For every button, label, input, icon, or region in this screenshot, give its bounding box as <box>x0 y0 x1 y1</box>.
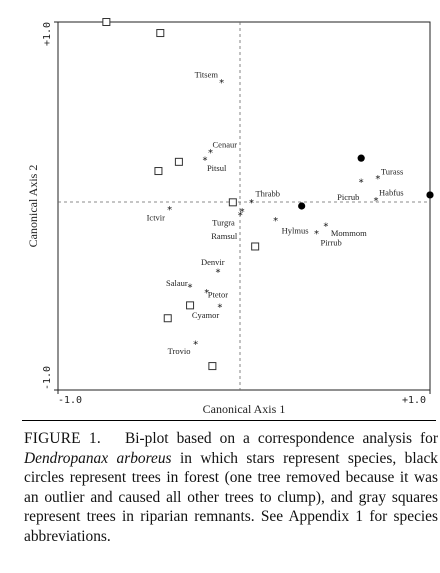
riparian-tree-square <box>186 301 195 310</box>
forest-tree-circle <box>298 202 306 210</box>
riparian-tree-square <box>156 29 165 38</box>
species-star-icon: * <box>314 229 319 240</box>
caption-text-start: Bi-plot based on a correspondence analys… <box>124 430 438 447</box>
species-star-icon: * <box>273 216 278 227</box>
species-label: Cyamor <box>192 310 220 320</box>
caption-species-name: Dendropanax arboreus <box>24 449 172 467</box>
species-star-icon: * <box>217 303 222 314</box>
species-label: Pirrub <box>321 238 342 248</box>
riparian-tree-square <box>102 18 111 26</box>
forest-tree-circle <box>357 154 365 162</box>
species-star-icon: * <box>208 148 213 159</box>
x-tick-label: -1.0 <box>58 395 82 406</box>
species-label: Ictvir <box>147 213 166 223</box>
species-star-icon: * <box>375 174 380 185</box>
figure-number: FIGURE 1. <box>24 430 101 447</box>
riparian-tree-square <box>163 314 172 323</box>
forest-tree-circle <box>426 191 434 199</box>
y-tick-label: -1.0 <box>42 366 53 390</box>
species-star-icon: * <box>167 205 172 216</box>
riparian-tree-square <box>251 242 260 251</box>
species-label: Ptetor <box>208 289 228 299</box>
species-label: Cenaur <box>213 140 238 150</box>
species-label: Habfus <box>379 187 404 197</box>
data-marks: *Titsem*Cenaur*Pitsul*Thrabb*Ictvir *Turg… <box>102 18 434 371</box>
x-axis-title: Canonical Axis 1 <box>203 402 286 416</box>
riparian-tree-square <box>208 362 217 371</box>
correspondence-biplot: -1.0 +1.0+1.0-1.0 *Titsem*Cenaur*Pitsul*T… <box>26 18 434 416</box>
species-star-icon: * <box>249 198 254 209</box>
species-star-icon: * <box>374 196 379 207</box>
species-label: Ramsul <box>211 231 238 241</box>
species-label: Salaur <box>166 278 188 288</box>
species-label: Denvir <box>201 257 225 267</box>
species-label: Hylmus <box>282 226 309 236</box>
species-label: Pitsul <box>207 163 227 173</box>
species-star-icon: * <box>240 207 245 218</box>
species-label: Titsem <box>195 70 219 80</box>
species-star-icon: * <box>238 211 243 222</box>
species-label: Trovio <box>168 346 191 356</box>
species-label: Turgra <box>212 218 235 228</box>
species-star-icon: * <box>204 288 209 299</box>
riparian-tree-square <box>174 157 183 166</box>
species-label: Turass <box>381 166 403 176</box>
caption-divider <box>22 420 436 421</box>
plot-frame <box>57 21 431 391</box>
species-star-icon: * <box>323 222 328 233</box>
riparian-tree-square <box>154 167 163 176</box>
species-star-icon: * <box>359 178 364 189</box>
species-label: Thrabb <box>255 188 280 198</box>
riparian-tree-square <box>228 198 237 207</box>
species-star-icon: * <box>215 268 220 279</box>
y-tick-label: +1.0 <box>42 22 53 46</box>
figure-caption: FIGURE 1. Bi-plot based on a corresponde… <box>24 429 438 547</box>
x-tick-label: +1.0 <box>402 395 426 406</box>
caption-text-end: in which stars represent species, black … <box>24 449 438 545</box>
species-label: Mommom <box>331 228 367 238</box>
species-star-icon: * <box>202 156 207 167</box>
species-star-icon: * <box>219 78 224 89</box>
y-axis-title: Canonical Axis 2 <box>26 165 40 248</box>
axis-ticks: -1.0 +1.0 +1.0 -1.0 <box>42 21 431 406</box>
species-label: Picrub <box>337 192 359 202</box>
species-star-icon: * <box>188 282 193 293</box>
species-star-icon: * <box>193 340 198 351</box>
